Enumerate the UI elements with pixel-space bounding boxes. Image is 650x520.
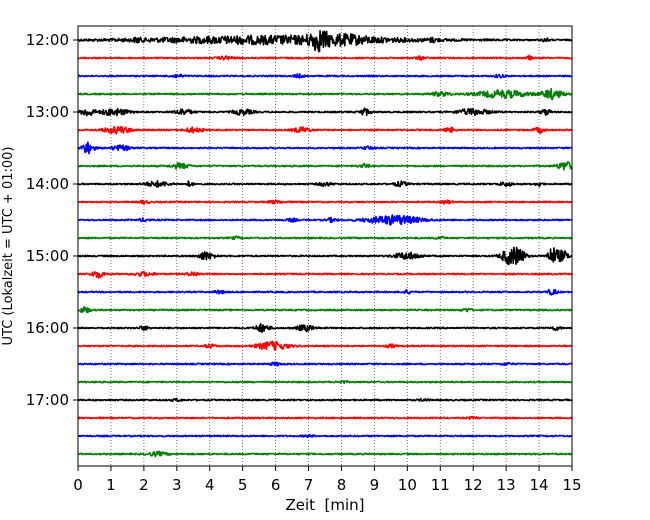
trace-15:00 — [77, 246, 573, 266]
y-axis-title: UTC (Lokalzeit = UTC + 01:00) — [1, 147, 16, 346]
plot-frame — [77, 25, 573, 467]
x-tick-label-10: 10 — [398, 476, 417, 494]
trace-13:45 — [77, 161, 573, 171]
trace-13:00 — [77, 107, 573, 117]
x-tick-label-14: 14 — [530, 476, 549, 494]
x-axis-title: Zeit [min] — [285, 496, 364, 514]
trace-14:15 — [77, 199, 573, 205]
grid-lines — [110, 26, 540, 466]
trace-16:30 — [77, 361, 573, 367]
x-tick-label-7: 7 — [304, 476, 314, 494]
trace-12:15 — [77, 54, 573, 61]
trace-12:30 — [77, 73, 573, 79]
x-tick-label-5: 5 — [238, 476, 248, 494]
trace-12:45 — [77, 87, 573, 101]
trace-14:30 — [77, 214, 573, 226]
trace-16:00 — [77, 322, 573, 334]
x-tick-label-13: 13 — [497, 476, 516, 494]
trace-14:45 — [77, 235, 573, 241]
trace-16:45 — [77, 379, 573, 385]
trace-15:30 — [77, 288, 573, 296]
trace-17:00 — [77, 397, 573, 403]
x-tick-label-1: 1 — [106, 476, 116, 494]
trace-12:00 — [77, 29, 573, 53]
x-tick-label-6: 6 — [271, 476, 281, 494]
y-tick-label-2: 14:00 — [26, 175, 69, 193]
trace-17:15 — [77, 415, 573, 420]
trace-13:30 — [77, 141, 573, 155]
seismic-traces — [77, 29, 573, 458]
x-tick-label-0: 0 — [73, 476, 83, 494]
trace-17:30 — [77, 433, 573, 439]
trace-16:15 — [77, 340, 573, 351]
x-tick-label-4: 4 — [205, 476, 215, 494]
trace-14:00 — [77, 180, 573, 188]
x-tick-label-15: 15 — [562, 476, 581, 494]
x-tick-label-9: 9 — [370, 476, 380, 494]
plot-background — [78, 26, 572, 466]
x-tick-label-12: 12 — [464, 476, 483, 494]
trace-15:15 — [77, 270, 573, 279]
y-tick-label-3: 15:00 — [26, 247, 69, 265]
trace-17:45 — [77, 450, 573, 458]
trace-15:45 — [77, 306, 573, 314]
x-tick-label-8: 8 — [337, 476, 347, 494]
x-tick-label-2: 2 — [139, 476, 149, 494]
y-tick-label-0: 12:00 — [26, 31, 69, 49]
trace-13:15 — [77, 125, 573, 135]
y-tick-label-1: 13:00 — [26, 103, 69, 121]
y-tick-label-5: 17:00 — [26, 391, 69, 409]
x-tick-label-11: 11 — [431, 476, 450, 494]
x-tick-label-3: 3 — [172, 476, 182, 494]
x-axis-ticks: 0 1 2 3 4 5 6 7 8 9 10 11 12 13 14 15 — [73, 466, 582, 494]
y-axis-ticks: 12:00 13:00 14:00 15:00 16:00 17:00 — [26, 31, 78, 409]
y-tick-label-4: 16:00 — [26, 319, 69, 337]
